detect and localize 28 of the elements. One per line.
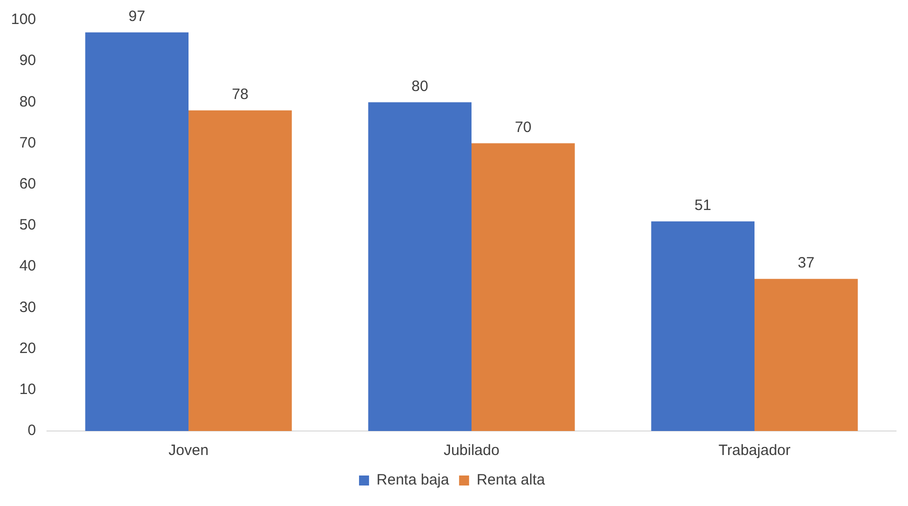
y-tick-label: 40 bbox=[19, 258, 36, 275]
y-tick-label: 10 bbox=[19, 381, 36, 398]
data-label: 80 bbox=[412, 78, 428, 95]
y-tick-label: 30 bbox=[19, 298, 36, 316]
y-tick-label: 100 bbox=[10, 11, 36, 28]
x-tick-label: Trabajador bbox=[718, 442, 790, 460]
bar bbox=[368, 102, 472, 431]
x-tick-label: Jubilado bbox=[444, 442, 500, 460]
data-label: 70 bbox=[514, 118, 532, 136]
y-tick-label: 50 bbox=[19, 216, 36, 234]
bar bbox=[188, 110, 292, 431]
legend-label: Renta baja bbox=[376, 472, 450, 489]
data-label: 78 bbox=[232, 86, 249, 104]
y-tick-label: 70 bbox=[19, 134, 36, 152]
legend-label: Renta alta bbox=[476, 472, 546, 489]
y-tick-label: 90 bbox=[19, 52, 36, 70]
data-label: 51 bbox=[694, 197, 712, 214]
x-tick-label: Joven bbox=[168, 442, 209, 460]
bar bbox=[472, 143, 575, 431]
y-tick-label: 80 bbox=[19, 93, 36, 110]
bar bbox=[651, 221, 755, 431]
bar bbox=[754, 278, 858, 431]
y-tick-label: 20 bbox=[19, 340, 36, 357]
y-tick-label: 0 bbox=[28, 422, 36, 440]
y-tick-label: 60 bbox=[19, 176, 36, 193]
bar bbox=[85, 32, 189, 431]
data-label: 97 bbox=[128, 8, 146, 25]
data-label: 37 bbox=[798, 254, 814, 272]
